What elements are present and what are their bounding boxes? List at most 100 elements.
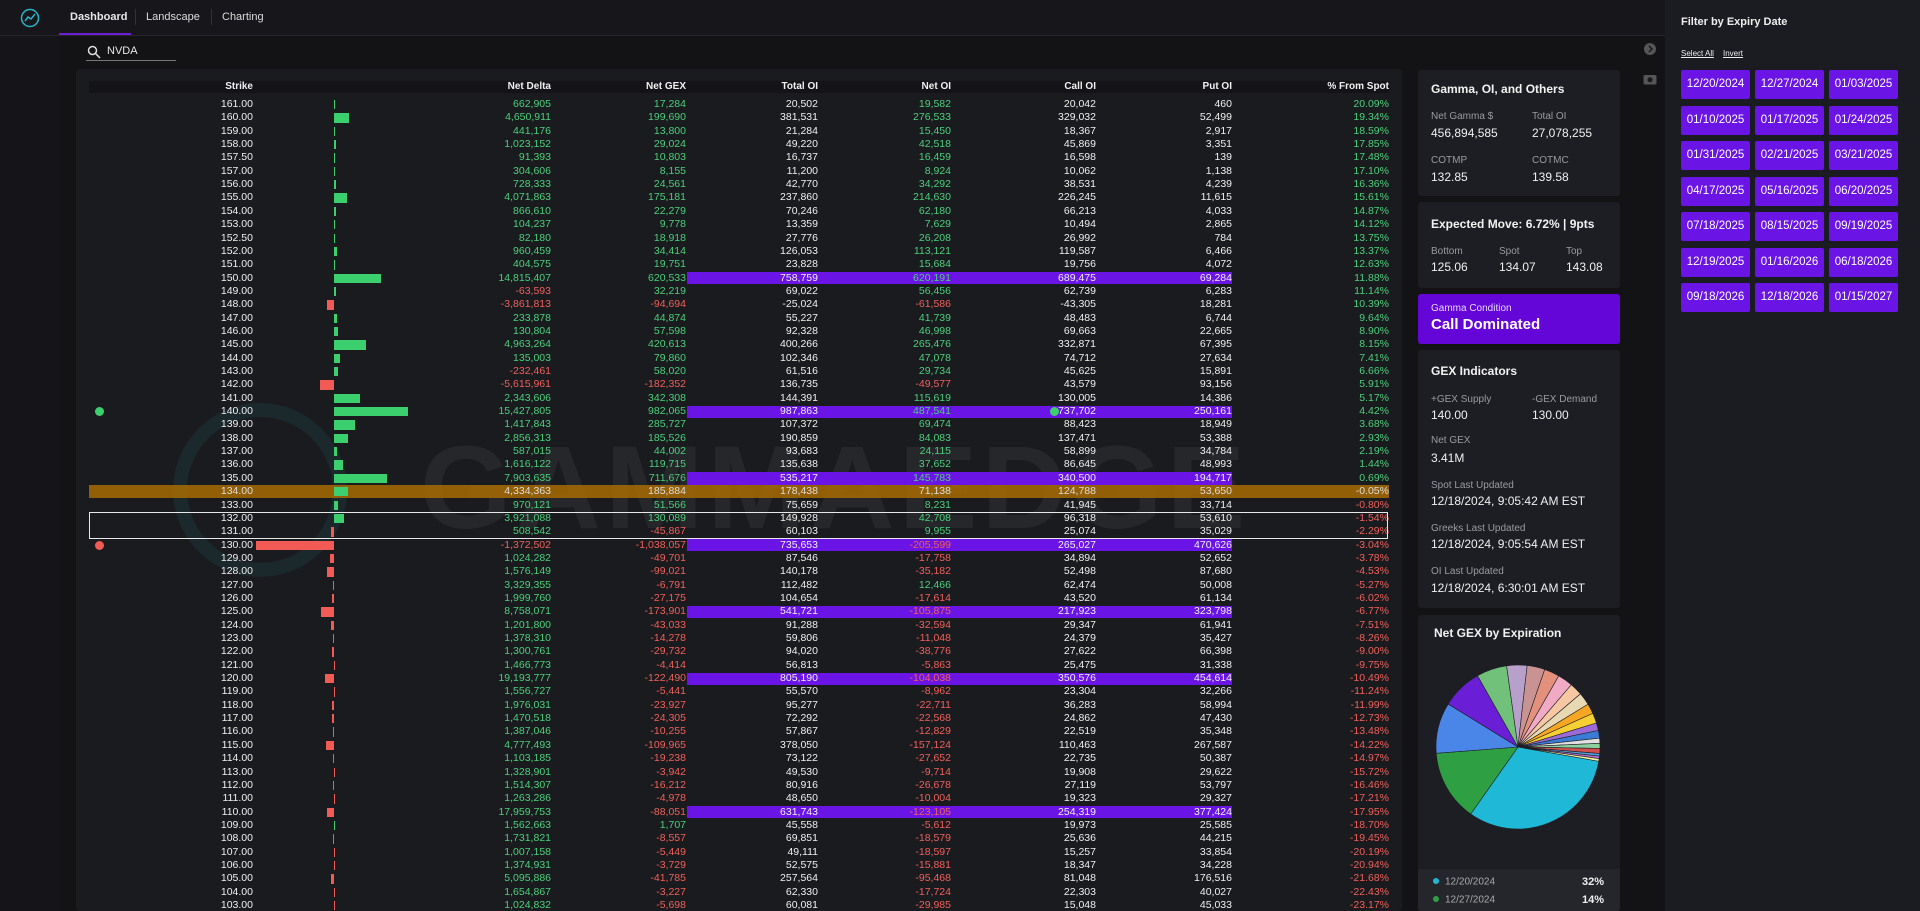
expiry-date-button[interactable]: 12/27/2024 <box>1755 70 1824 99</box>
table-cell: 6.66% <box>1359 365 1389 377</box>
nav-item[interactable]: Dashboard <box>70 11 128 23</box>
table-cell: 1,616,122 <box>504 458 551 471</box>
expiry-date-button[interactable]: 06/18/2026 <box>1829 247 1898 277</box>
table-cell: -5,863 <box>921 658 951 671</box>
legend-swatch <box>1433 878 1439 884</box>
expiry-date-button[interactable]: 01/10/2025 <box>1681 105 1750 135</box>
table-cell: 152.00 <box>220 244 253 257</box>
pie-slice <box>1470 746 1600 830</box>
expiry-date-button[interactable]: 07/18/2025 <box>1681 212 1750 241</box>
screenshot-button[interactable] <box>1643 73 1657 85</box>
table-cell: 143.00 <box>220 365 253 377</box>
table-cell: 8,758,071 <box>504 605 551 618</box>
table-cell: 47,078 <box>918 351 951 364</box>
expiry-date-button[interactable]: 04/17/2025 <box>1681 176 1750 206</box>
select-all[interactable]: Select All <box>1681 49 1714 58</box>
table-cell: 22,665 <box>1199 324 1232 337</box>
table-cell: 132.00 <box>220 511 253 524</box>
expiry-date-button[interactable]: 01/03/2025 <box>1829 70 1898 99</box>
table-cell: 29,327 <box>1199 792 1232 805</box>
expiry-date-button[interactable]: 12/18/2026 <box>1755 283 1824 312</box>
table-cell: -24,305 <box>650 712 686 725</box>
table-cell: 27,119 <box>1064 778 1096 791</box>
table-cell: 75,659 <box>785 498 818 511</box>
expiry-date-button[interactable]: 09/19/2025 <box>1829 212 1898 241</box>
table-cell: 74,712 <box>1063 351 1096 364</box>
table-cell: 22,303 <box>1063 885 1096 898</box>
table-cell: -182,352 <box>644 378 686 391</box>
collapse-button[interactable] <box>1643 42 1657 56</box>
expected-move-card: Expected Move: 6.72% | 9pts Bottom 125.0… <box>1418 202 1620 288</box>
table-cell: 139 <box>1214 151 1232 164</box>
table-cell: 15,257 <box>1063 845 1096 858</box>
table-cell: -14.97% <box>1349 752 1389 765</box>
table-cell: 158.00 <box>220 138 253 151</box>
table-cell: -9.00% <box>1355 645 1389 658</box>
expiry-date-button[interactable]: 03/21/2025 <box>1829 141 1898 170</box>
expiry-date-button[interactable]: 01/16/2026 <box>1755 247 1824 277</box>
expiry-date-button[interactable]: 01/24/2025 <box>1829 105 1898 135</box>
table-cell: 45,625 <box>1063 365 1096 377</box>
table-cell: 87,680 <box>1199 565 1232 578</box>
expiry-date-button[interactable]: 06/20/2025 <box>1829 176 1898 206</box>
table-cell: -95,468 <box>915 872 951 885</box>
table-cell: 130,005 <box>1058 391 1096 404</box>
table-cell: -10.49% <box>1349 672 1389 685</box>
table-cell: 106.00 <box>220 858 253 871</box>
oi-highlight <box>687 672 1232 685</box>
table-cell: 8,231 <box>924 498 951 511</box>
gex-bar <box>334 166 335 177</box>
table-cell: -12,829 <box>915 725 951 738</box>
table-cell: -173,901 <box>644 605 686 618</box>
table-cell: 1,707 <box>659 818 686 831</box>
table-cell: -19.45% <box>1349 832 1389 845</box>
gex-bar <box>334 140 337 150</box>
table-cell: 35,348 <box>1199 725 1232 738</box>
table-cell: 508,542 <box>513 525 551 538</box>
table-cell: 1,103,185 <box>504 752 551 765</box>
gex-bar <box>334 193 348 203</box>
expiry-date-button[interactable]: 01/15/2027 <box>1829 283 1898 312</box>
expiry-date-button[interactable]: 09/18/2026 <box>1681 283 1750 312</box>
table-cell: 110,463 <box>1058 738 1096 751</box>
table-cell: 157.50 <box>220 151 253 164</box>
table-cell: 43,579 <box>1063 378 1096 391</box>
oi-highlight <box>687 605 1232 619</box>
expiry-date-button[interactable]: 12/19/2025 <box>1681 247 1750 277</box>
expiry-date-button[interactable]: 05/16/2025 <box>1755 176 1824 206</box>
table-cell: 58,899 <box>1063 445 1096 458</box>
table-cell: 17.10% <box>1353 164 1389 177</box>
table-cell: 711,676 <box>648 471 686 484</box>
table-cell: 145.00 <box>220 338 253 351</box>
table-cell: 5.17% <box>1359 391 1389 404</box>
table-cell: 6,744 <box>1205 311 1232 324</box>
table-cell: 56,813 <box>785 658 818 671</box>
expiry-date-button[interactable]: 02/21/2025 <box>1755 141 1824 170</box>
table-cell: 48,650 <box>785 792 818 805</box>
table-cell: 108.00 <box>220 832 253 845</box>
table-cell: 16.36% <box>1353 178 1389 191</box>
nav-item[interactable]: Landscape <box>146 11 200 23</box>
expiry-date-button[interactable]: 01/17/2025 <box>1755 105 1824 135</box>
table-cell: -26,678 <box>915 778 951 791</box>
table-cell: 982,065 <box>648 405 686 418</box>
table-cell: 113.00 <box>221 765 253 778</box>
legend-background <box>1418 869 1620 911</box>
table-cell: 29,024 <box>653 138 686 151</box>
invert[interactable]: Invert <box>1723 49 1744 58</box>
expiry-date-button[interactable]: 12/20/2024 <box>1681 70 1750 99</box>
table-cell: -2.29% <box>1355 525 1389 538</box>
table-cell: 29,347 <box>1063 618 1096 631</box>
expiry-date-button[interactable]: 08/15/2025 <box>1755 212 1824 241</box>
stat-label: -GEX Demand <box>1532 394 1598 405</box>
table-cell: 214,630 <box>913 191 951 204</box>
expiry-date-button[interactable]: 01/31/2025 <box>1681 141 1750 170</box>
table-cell: 141.00 <box>220 391 253 404</box>
table-cell: 7.41% <box>1359 351 1389 364</box>
table-cell: 689,475 <box>1058 271 1096 284</box>
table-cell: -20.94% <box>1349 858 1389 871</box>
nav-item[interactable]: Charting <box>222 11 264 23</box>
search-input[interactable]: NVDA <box>107 45 138 57</box>
table-cell: 1,024,832 <box>504 899 551 911</box>
logo[interactable] <box>20 8 40 28</box>
